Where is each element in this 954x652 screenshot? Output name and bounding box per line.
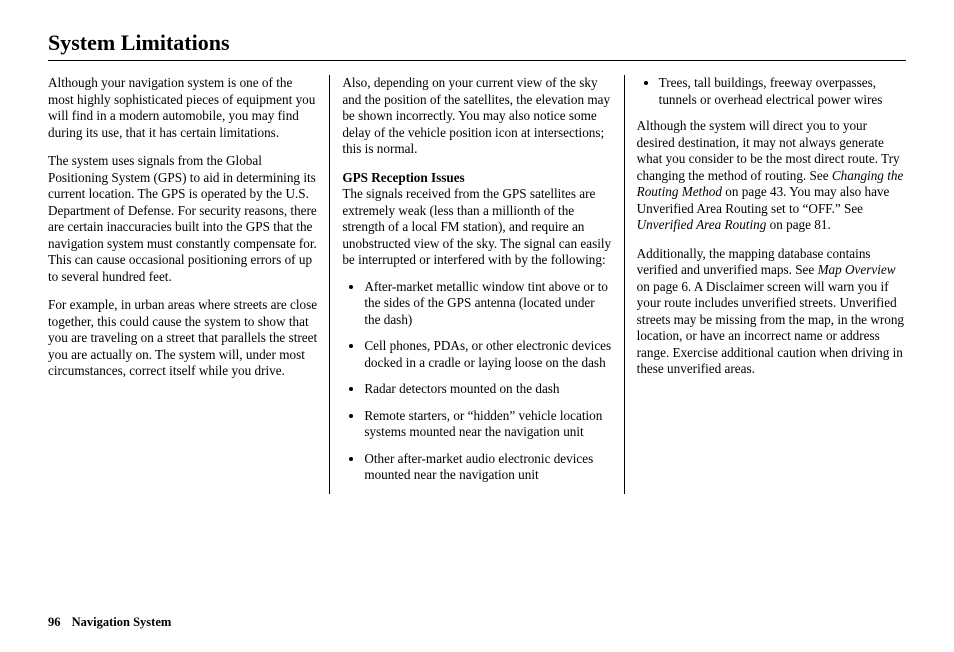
title-rule [48, 60, 906, 61]
text-columns: Although your navigation system is one o… [48, 75, 906, 494]
col2-para1: Also, depending on your current view of … [342, 75, 611, 158]
gps-subhead: GPS Reception Issues [342, 170, 464, 185]
column-2: Also, depending on your current view of … [329, 75, 623, 494]
column-1: Although your navigation system is one o… [48, 75, 329, 494]
gps-issues-block: GPS Reception Issues The signals receive… [342, 170, 611, 269]
col2-para2: The signals received from the GPS satell… [342, 186, 611, 267]
page-number: 96 [48, 615, 61, 629]
col3-para1: Although the system will direct you to y… [637, 118, 906, 234]
col1-para3: For example, in urban areas where street… [48, 297, 317, 380]
list-item: Remote starters, or “hidden” vehicle loc… [364, 408, 611, 441]
list-item: Other after-market audio electronic devi… [364, 451, 611, 484]
ref-unverified-area: Unverified Area Routing [637, 217, 767, 232]
list-item: After-market metallic window tint above … [364, 279, 611, 329]
list-item: Radar detectors mounted on the dash [364, 381, 611, 398]
col1-para2: The system uses signals from the Global … [48, 153, 317, 285]
page-title: System Limitations [48, 30, 906, 56]
text-run: on page 6. A Disclaimer screen will warn… [637, 279, 904, 377]
ref-map-overview: Map Overview [818, 262, 896, 277]
column-3: Trees, tall buildings, freeway overpasse… [624, 75, 906, 494]
col2-bullet-list: After-market metallic window tint above … [342, 279, 611, 484]
list-item: Cell phones, PDAs, or other electronic d… [364, 338, 611, 371]
text-run: on page 81. [766, 217, 830, 232]
col1-para1: Although your navigation system is one o… [48, 75, 317, 141]
section-label: Navigation System [72, 615, 172, 629]
col3-para2: Additionally, the mapping database conta… [637, 246, 906, 378]
list-item: Trees, tall buildings, freeway overpasse… [659, 75, 906, 108]
col3-bullet-list: Trees, tall buildings, freeway overpasse… [637, 75, 906, 108]
page-footer: 96 Navigation System [48, 615, 171, 630]
